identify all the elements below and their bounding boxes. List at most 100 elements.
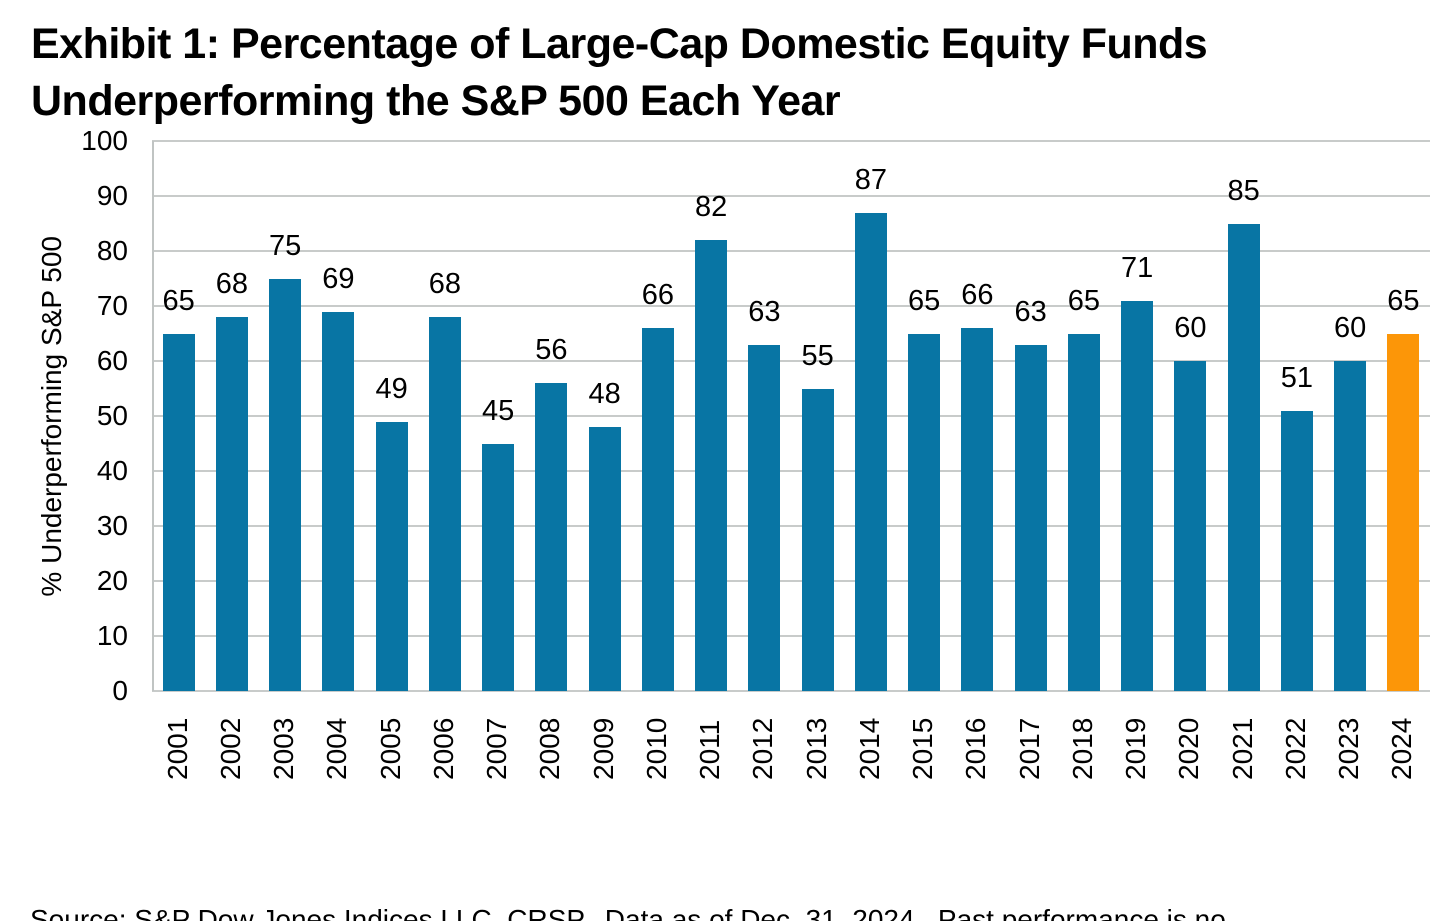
bar-2008 xyxy=(535,383,568,691)
gridline-40 xyxy=(152,470,1430,472)
source-note: Source: S&P Dow Jones Indices LLC, CRSP.… xyxy=(30,822,1226,921)
x-tick-label-2001: 2001 xyxy=(161,717,193,780)
bar-value-label-2001: 65 xyxy=(162,284,195,317)
gridline-50 xyxy=(152,415,1430,417)
bar-2016 xyxy=(961,328,994,691)
y-tick-label-30: 30 xyxy=(96,510,128,541)
bar-2009 xyxy=(588,427,621,691)
bar-2006 xyxy=(428,317,461,691)
y-tick-label-20: 20 xyxy=(96,565,128,596)
chart-title-line-1: Exhibit 1: Percentage of Large-Cap Domes… xyxy=(31,20,1208,68)
bar-value-label-2009: 48 xyxy=(588,378,621,410)
x-tick-label-2014: 2014 xyxy=(853,717,885,780)
x-tick-label-2007: 2007 xyxy=(481,717,513,780)
bar-2001 xyxy=(162,333,195,691)
bar-value-label-2023: 60 xyxy=(1333,312,1367,344)
bar-2018 xyxy=(1067,333,1100,691)
y-tick-label-80: 80 xyxy=(96,235,128,266)
gridline-90 xyxy=(152,195,1430,197)
chart-title-line-2: Underperforming the S&P 500 Each Year xyxy=(31,77,841,125)
bar-2021 xyxy=(1227,223,1260,691)
x-tick-label-2016: 2016 xyxy=(960,717,992,780)
x-tick-label-2011: 2011 xyxy=(694,719,726,780)
y-tick-label-40: 40 xyxy=(96,455,128,486)
x-tick-label-2008: 2008 xyxy=(534,717,566,780)
bar-value-label-2010: 66 xyxy=(641,279,674,311)
source-note-line-1: Source: S&P Dow Jones Indices LLC, CRSP.… xyxy=(30,904,1226,921)
x-tick-label-2010: 2010 xyxy=(640,717,672,780)
bar-2023 xyxy=(1334,361,1367,691)
gridline-10 xyxy=(152,635,1430,637)
bar-value-label-2014: 87 xyxy=(854,163,887,196)
bar-value-label-2003: 75 xyxy=(268,229,302,262)
bar-value-label-2005: 49 xyxy=(375,372,408,405)
bar-2022 xyxy=(1280,410,1313,691)
bar-2012 xyxy=(748,344,781,691)
bar-value-label-2007: 45 xyxy=(481,394,515,427)
bar-value-label-2020: 60 xyxy=(1174,312,1207,344)
bar-2011 xyxy=(695,240,728,691)
bar-2020 xyxy=(1174,361,1207,691)
x-tick-label-2022: 2022 xyxy=(1279,717,1311,780)
x-tick-label-2003: 2003 xyxy=(268,717,300,780)
bar-value-label-2004: 69 xyxy=(322,262,355,295)
gridline-100 xyxy=(152,140,1430,142)
x-tick-label-2018: 2018 xyxy=(1066,717,1098,780)
x-tick-label-2024: 2024 xyxy=(1386,717,1418,780)
bar-value-label-2018: 65 xyxy=(1067,284,1100,317)
gridline-30 xyxy=(152,525,1430,527)
bar-value-label-2017: 63 xyxy=(1014,295,1047,328)
x-tick-label-2015: 2015 xyxy=(907,717,939,780)
y-tick-label-0: 0 xyxy=(112,675,128,706)
bar-value-label-2008: 56 xyxy=(535,334,568,366)
bar-value-label-2013: 55 xyxy=(801,339,834,372)
gridline-80 xyxy=(152,250,1430,252)
y-axis-line xyxy=(152,141,154,691)
x-tick-label-2013: 2013 xyxy=(800,717,832,780)
y-tick-label-100: 100 xyxy=(81,125,128,156)
y-tick-label-10: 10 xyxy=(96,620,128,651)
bar-value-label-2015: 65 xyxy=(907,284,941,317)
bar-value-label-2021: 85 xyxy=(1227,174,1260,207)
x-tick-label-2012: 2012 xyxy=(747,717,779,780)
x-tick-label-2006: 2006 xyxy=(427,717,459,780)
y-tick-label-70: 70 xyxy=(96,290,128,321)
bar-value-label-2012: 63 xyxy=(748,295,781,328)
x-tick-label-2002: 2002 xyxy=(214,717,246,780)
bar-value-label-2006: 68 xyxy=(428,268,461,300)
bar-2013 xyxy=(801,388,834,691)
bar-2015 xyxy=(908,333,941,691)
gridline-0 xyxy=(152,690,1430,692)
bar-2010 xyxy=(641,328,674,691)
chart-title: Exhibit 1: Percentage of Large-Cap Domes… xyxy=(31,16,1208,130)
bar-value-label-2016: 66 xyxy=(961,279,994,311)
bar-value-label-2002: 68 xyxy=(215,268,248,300)
y-tick-label-90: 90 xyxy=(96,180,128,211)
y-tick-label-50: 50 xyxy=(96,400,128,431)
bar-2014 xyxy=(854,212,887,691)
bar-2024 xyxy=(1387,333,1420,691)
gridline-70 xyxy=(152,305,1430,307)
bar-2003 xyxy=(269,278,302,691)
bar-2004 xyxy=(322,311,355,691)
x-tick-label-2009: 2009 xyxy=(587,717,619,780)
bar-chart-plot-area: 65 68 75 69 49 68 45 56 48 66 82 63 55 87 65 66 63 65 71 60… xyxy=(152,140,1430,692)
x-tick-label-2017: 2017 xyxy=(1013,717,1045,780)
x-tick-label-2023: 2023 xyxy=(1333,717,1365,780)
bar-value-label-2011: 82 xyxy=(694,191,728,223)
bar-value-label-2019: 71 xyxy=(1120,251,1154,284)
x-tick-label-2005: 2005 xyxy=(374,717,406,780)
bar-2005 xyxy=(375,421,408,691)
bar-value-label-2022: 51 xyxy=(1280,361,1313,394)
gridline-60 xyxy=(152,360,1430,362)
bar-value-label-2024: 65 xyxy=(1387,284,1420,317)
x-tick-label-2004: 2004 xyxy=(321,717,353,780)
x-tick-label-2019: 2019 xyxy=(1120,717,1152,780)
bar-2002 xyxy=(215,317,248,691)
gridline-20 xyxy=(152,580,1430,582)
bar-2017 xyxy=(1014,344,1047,691)
y-tick-label-60: 60 xyxy=(96,345,128,376)
x-tick-label-2020: 2020 xyxy=(1173,717,1205,780)
bar-2019 xyxy=(1121,300,1154,691)
